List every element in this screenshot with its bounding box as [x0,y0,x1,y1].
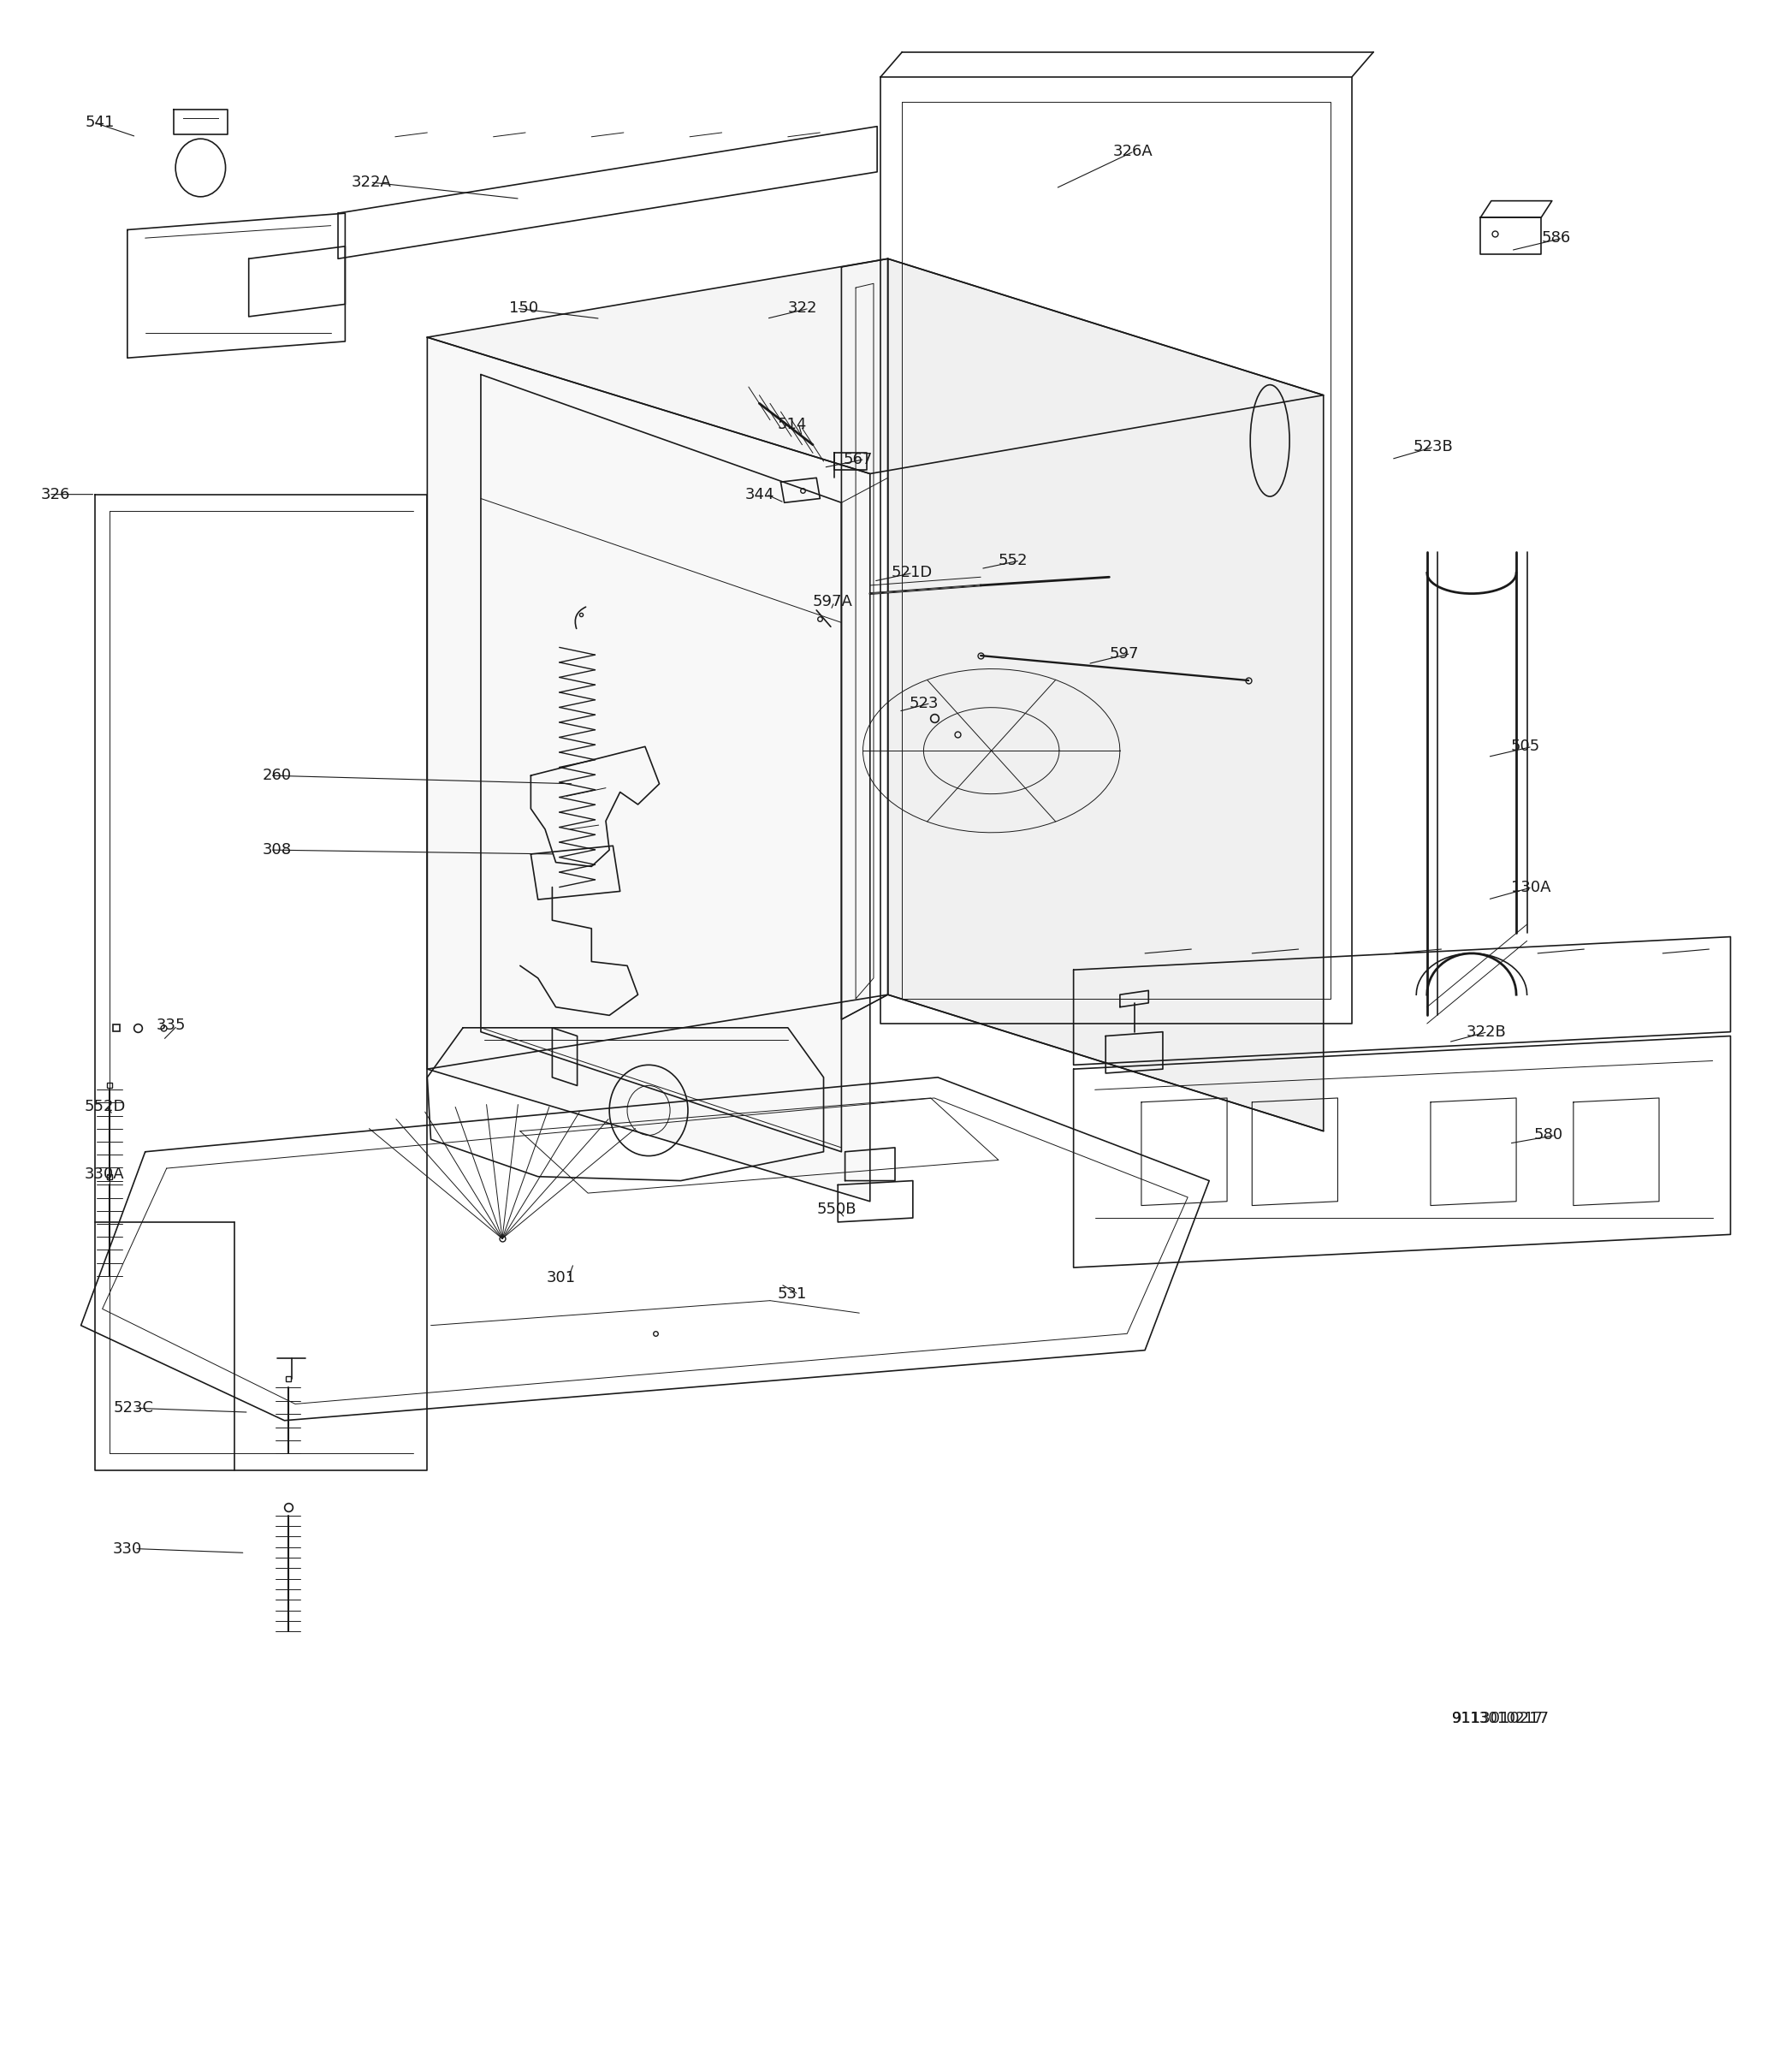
Text: 597: 597 [1110,646,1138,661]
Text: 552D: 552D [84,1098,125,1115]
Text: 326: 326 [41,487,70,501]
Polygon shape [428,338,870,1202]
Text: 523C: 523C [113,1401,154,1415]
Text: 523B: 523B [1412,439,1453,454]
Text: 521D: 521D [891,566,933,580]
Polygon shape [888,259,1323,1131]
Text: 580: 580 [1534,1127,1563,1144]
Text: 330A: 330A [84,1167,124,1183]
Text: 550B: 550B [816,1202,856,1218]
Text: 322B: 322B [1466,1024,1505,1040]
Text: 523: 523 [909,696,938,711]
Text: 552: 552 [999,553,1027,568]
Text: 541: 541 [86,114,115,131]
Text: 301: 301 [548,1270,576,1285]
Text: 308: 308 [263,841,292,858]
Text: 505: 505 [1511,740,1539,754]
Text: 322: 322 [788,300,818,317]
Text: 330: 330 [113,1542,143,1556]
Text: 335: 335 [156,1017,186,1034]
Text: 586: 586 [1541,230,1570,247]
Text: 9113010217: 9113010217 [1452,1711,1550,1726]
Text: 326A: 326A [1113,143,1153,160]
Text: 567: 567 [843,452,874,466]
Text: 260: 260 [263,769,292,783]
Text: 130A: 130A [1511,879,1550,895]
Text: 322A: 322A [351,174,392,191]
Text: 597A: 597A [813,595,854,609]
Polygon shape [428,259,1323,474]
Text: 514: 514 [777,416,807,431]
Text: 531: 531 [777,1287,807,1301]
Text: 344: 344 [745,487,775,501]
Text: 9113010217: 9113010217 [1452,1711,1543,1726]
Text: 150: 150 [508,300,539,317]
